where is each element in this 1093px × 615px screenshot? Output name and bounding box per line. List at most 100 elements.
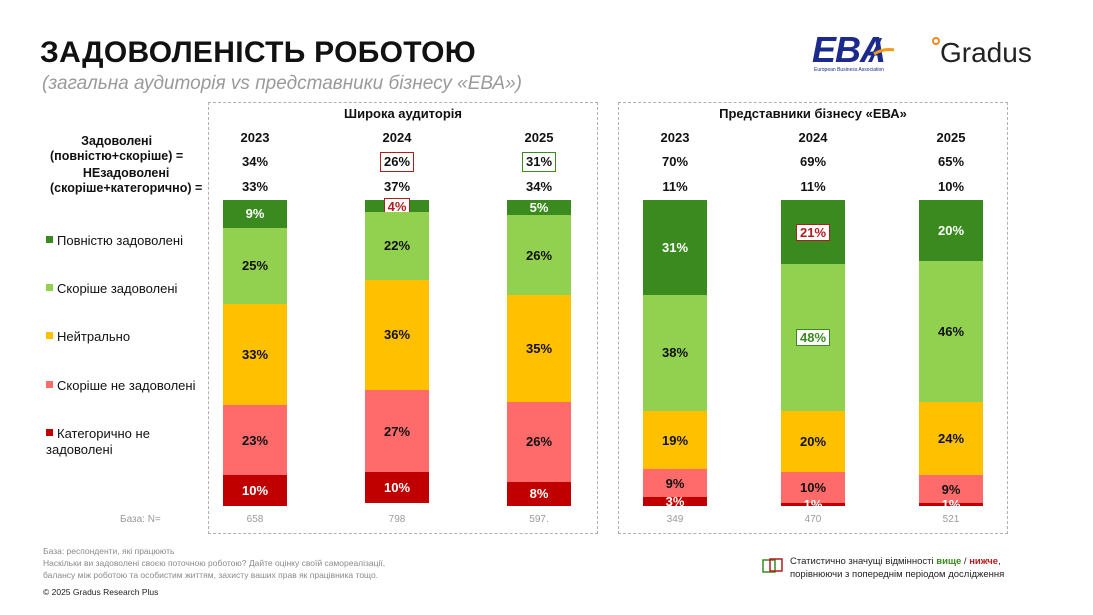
note-question-line2: балансу між роботою та особистим життям,… [43, 570, 379, 580]
gradus-degree-icon [932, 37, 940, 45]
legend-label: Повністю задоволені [57, 233, 183, 248]
legend-label: Скоріше не задоволені [57, 378, 196, 393]
bar-segment: 20% [781, 411, 845, 473]
bar-segment: 48% [781, 264, 845, 412]
bar-segment: 38% [643, 294, 707, 412]
legend-item: Нейтрально [46, 329, 216, 345]
unsatisfied-total: 37% [383, 179, 411, 194]
chart-panel [208, 102, 598, 534]
year-label: 2024 [798, 130, 828, 145]
note-question-line1: Наскільки ви задоволені своєю поточною р… [43, 558, 386, 568]
base-count: 470 [804, 514, 822, 525]
bar-segment: 1% [919, 497, 983, 512]
satisfied-total: 70% [661, 154, 689, 169]
satisfied-total: 65% [937, 154, 965, 169]
bar-segment: 46% [919, 261, 983, 402]
bar-segment: 3% [643, 493, 707, 509]
satisfied-total: 31% [522, 152, 556, 172]
bar-value-label: 10% [383, 480, 411, 496]
bar-value-label: 22% [383, 238, 411, 254]
bar-segment: 9% [643, 469, 707, 497]
bar-value-label: 46% [937, 324, 965, 340]
base-count: 349 [666, 514, 684, 525]
eba-swoosh-icon [868, 38, 895, 62]
bar-value-label: 26% [525, 434, 553, 450]
bar-segment: 10% [781, 472, 845, 503]
unsatisfied-total: 10% [937, 179, 965, 194]
base-count: 658 [246, 514, 264, 525]
bar-segment: 9% [919, 475, 983, 503]
bar-value-label: 48% [795, 329, 831, 347]
sig-text-pre: Статистично значущі відмінності [790, 556, 937, 567]
eba-logo-text: EBA [812, 29, 886, 70]
bar-segment: 1% [781, 497, 845, 512]
bar-value-label: 20% [799, 434, 827, 450]
eba-logo: EBA European Business Association [812, 30, 898, 76]
significance-icon [762, 558, 783, 573]
eba-logo-subtext: European Business Association [814, 67, 885, 73]
unsatisfied-row-label: НЕзадоволені (скоріше+категорично) = [50, 166, 202, 196]
base-count: 521 [942, 514, 960, 525]
sig-text-lower: нижче [969, 556, 999, 567]
panel-title: Представники бізнесу «ЕВА» [719, 106, 907, 121]
bar-segment: 33% [223, 304, 287, 405]
panel-title: Широка аудиторія [344, 106, 462, 121]
year-label: 2023 [660, 130, 690, 145]
bar-segment: 24% [919, 401, 983, 476]
bar-value-label: 21% [795, 223, 831, 241]
legend-swatch [46, 284, 53, 291]
bar-value-label: 10% [241, 483, 269, 499]
bar-segment: 21% [781, 200, 845, 265]
year-label: 2023 [240, 130, 270, 145]
unsatisfied-total: 33% [241, 179, 269, 194]
sig-text-higher: вище [936, 556, 962, 567]
bar-segment: 19% [643, 411, 707, 470]
bar-value-label: 24% [937, 431, 965, 447]
base-count: 798 [388, 514, 406, 525]
bar-value-label: 1% [941, 496, 961, 512]
bar-value-label: 20% [937, 223, 965, 239]
bar-segment: 5% [507, 200, 571, 216]
bar-value-label: 3% [665, 493, 685, 509]
bar-segment: 10% [365, 472, 429, 503]
bar-segment: 36% [365, 279, 429, 390]
bar-value-label: 25% [241, 258, 269, 274]
year-label: 2025 [936, 130, 966, 145]
bar-segment: 26% [507, 215, 571, 295]
legend-swatch [46, 429, 53, 436]
unsatisfied-total: 11% [800, 179, 826, 194]
unsatisfied-row-text: НЕзадоволені (скоріше+категорично) = [50, 166, 203, 195]
bar-segment: 23% [223, 405, 287, 476]
bar-value-label: 9% [245, 206, 265, 222]
bar-segment: 31% [643, 200, 707, 295]
legend-item: Повністю задоволені [46, 233, 216, 249]
bar-value-label: 1% [803, 496, 823, 512]
bar-value-label: 23% [241, 432, 269, 448]
legend-swatch [46, 332, 53, 339]
bar-segment: 20% [919, 200, 983, 262]
bar-value-label: 36% [383, 327, 411, 343]
year-label: 2024 [382, 130, 412, 145]
legend-swatch [46, 236, 53, 243]
legend-swatch [46, 381, 53, 388]
base-label: База: N= [120, 514, 161, 525]
legend-item: Категорично не задоволені [46, 426, 166, 458]
bar-value-label: 10% [799, 480, 827, 496]
bar-segment: 4% [365, 197, 429, 215]
legend-label: Категорично не задоволені [46, 426, 150, 457]
bar-segment: 27% [365, 389, 429, 473]
unsatisfied-total: 11% [662, 179, 688, 194]
gradus-logo-text: Gradus [940, 37, 1032, 68]
unsatisfied-total: 34% [525, 179, 553, 194]
satisfied-total: 26% [380, 152, 414, 172]
page-title: ЗАДОВОЛЕНІСТЬ РОБОТОЮ [40, 36, 476, 69]
bar-segment: 9% [223, 200, 287, 228]
legend-item: Скоріше не задоволені [46, 378, 216, 394]
bar-segment: 35% [507, 294, 571, 402]
bar-value-label: 27% [383, 423, 411, 439]
bar-segment: 26% [507, 401, 571, 482]
copyright: © 2025 Gradus Research Plus [43, 587, 159, 597]
significance-legend-line2: порівнюючи з попереднім періодом дослідж… [790, 569, 1005, 580]
bar-segment: 22% [365, 212, 429, 280]
satisfied-total: 34% [241, 154, 269, 169]
